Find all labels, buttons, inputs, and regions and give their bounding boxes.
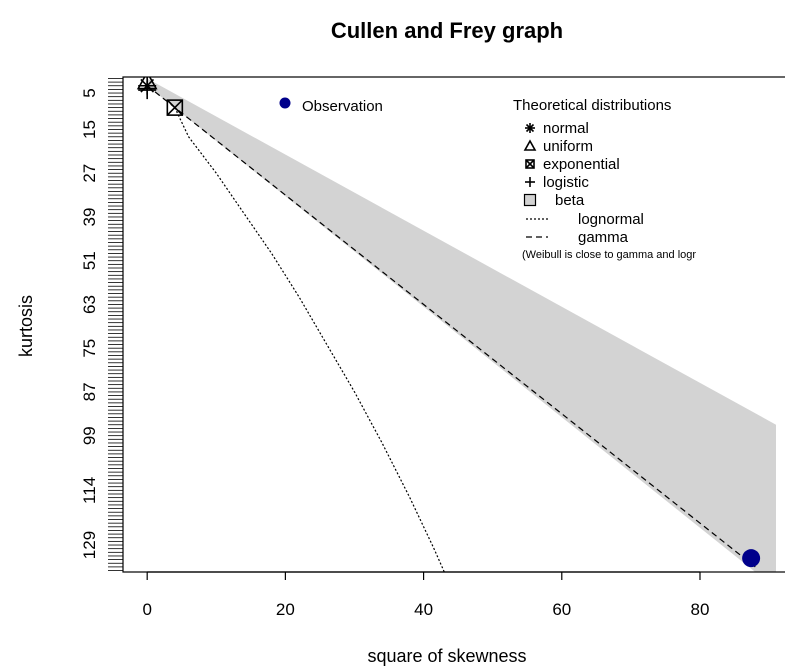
legend-marker-normal <box>525 123 535 133</box>
legend-label-beta: beta <box>555 192 585 209</box>
y-tick-label: 5 <box>80 88 99 97</box>
point-logistic <box>138 81 157 100</box>
y-tick-label: 129 <box>80 531 99 559</box>
y-tick-label: 39 <box>80 208 99 227</box>
distribution-points <box>136 77 184 116</box>
x-tick-label: 60 <box>552 600 571 619</box>
observation-legend-label: Observation <box>302 98 383 115</box>
legend-marker-logistic <box>525 177 535 187</box>
observation-legend-marker <box>279 97 291 109</box>
observation-point <box>742 549 761 568</box>
legend-label-normal: normal <box>543 120 589 137</box>
x-tick-label: 80 <box>691 600 710 619</box>
theoretical-legend-note: (Weibull is close to gamma and logr <box>522 249 696 261</box>
x-axis-label: square of skewness <box>367 646 526 666</box>
x-tick-label: 40 <box>414 600 433 619</box>
legend-label-lognormal: lognormal <box>578 211 644 228</box>
legend-marker-exponential <box>525 159 535 169</box>
legend-label-uniform: uniform <box>543 138 593 155</box>
y-tick-label: 87 <box>80 382 99 401</box>
chart-title: Cullen and Frey graph <box>331 18 563 43</box>
plot-area <box>136 77 776 572</box>
legend-marker-uniform <box>523 139 537 151</box>
beta-region <box>147 78 776 572</box>
point-exponential-cross-2 <box>166 99 183 116</box>
y-tick-label: 99 <box>80 426 99 445</box>
point-exponential-box <box>166 99 184 116</box>
legend-marker-normal-bar-d2 <box>525 123 535 133</box>
y-tick-label: 51 <box>80 251 99 270</box>
point-exponential <box>166 99 184 116</box>
y-tick-label: 15 <box>80 120 99 139</box>
x-tick-label: 20 <box>276 600 295 619</box>
legend-marker-exponential-cross-2 <box>525 159 535 169</box>
y-tick-label: 63 <box>80 295 99 314</box>
legend-label-logistic: logistic <box>543 174 589 191</box>
y-tick-label: 27 <box>80 164 99 183</box>
y-axis-label: kurtosis <box>16 295 36 357</box>
theoretical-legend-title: Theoretical distributions <box>513 97 671 114</box>
x-axis: 0 20 40 60 80 <box>142 571 710 619</box>
lognormal-line <box>174 107 445 572</box>
observation-legend: Observation <box>279 97 383 115</box>
theoretical-legend: Theoretical distributions normaluniforme… <box>513 97 696 261</box>
legend-marker-exponential-box <box>525 159 535 169</box>
legend-label-exponential: exponential <box>543 156 620 173</box>
x-tick-label: 0 <box>142 600 151 619</box>
legend-marker-beta-box <box>523 193 537 207</box>
legend-label-gamma: gamma <box>578 229 629 246</box>
legend-marker-uniform-shape <box>523 139 537 151</box>
y-axis: 5 15 27 39 51 63 75 87 99 114 129 <box>80 78 123 571</box>
y-tick-label: 114 <box>80 477 99 504</box>
legend-marker-beta <box>523 193 537 207</box>
y-tick-label: 75 <box>80 339 99 358</box>
